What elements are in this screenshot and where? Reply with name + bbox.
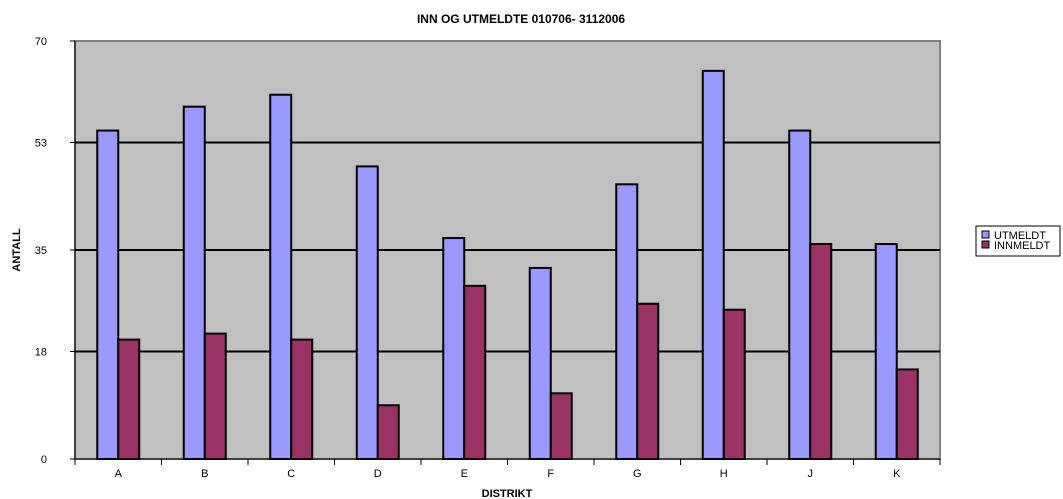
y-tick-label: 53: [35, 138, 47, 150]
bar-utmeldt-c: [269, 93, 293, 460]
bar-utmeldt-b: [182, 105, 206, 461]
bar-utmeldt-k: [874, 243, 898, 460]
bar-utmeldt-e: [442, 237, 466, 460]
y-tick-label: 0: [41, 454, 47, 466]
x-tick-label: A: [115, 468, 123, 480]
bar-innmeldt-g: [636, 302, 660, 460]
y-tick-label: 35: [35, 245, 47, 257]
bar-innmeldt-e: [463, 284, 487, 461]
bar-innmeldt-f: [549, 392, 573, 461]
bar-innmeldt-b: [203, 332, 227, 461]
x-axis-label: DISTRIKT: [482, 488, 533, 499]
legend-label-innmeldt: INNMELDT: [994, 240, 1051, 252]
bar-utmeldt-f: [528, 266, 552, 460]
x-tick-label: K: [893, 468, 901, 480]
x-tick-label: H: [720, 468, 728, 480]
bar-innmeldt-j: [809, 243, 833, 460]
bar-utmeldt-h: [701, 69, 725, 460]
bar-innmeldt-a: [117, 338, 141, 461]
bars-group: [96, 69, 919, 461]
y-tick-label: 18: [35, 347, 47, 359]
y-axis-label: ANTALL: [11, 228, 23, 271]
legend-label-utmeldt: UTMELDT: [994, 230, 1046, 242]
bar-utmeldt-j: [788, 129, 812, 460]
bar-innmeldt-d: [376, 404, 400, 460]
x-tick-label: J: [808, 468, 814, 480]
bar-utmeldt-g: [615, 183, 639, 460]
x-tick-label: D: [374, 468, 382, 480]
x-tick-label: F: [547, 468, 554, 480]
chart-title: INN OG UTMELDTE 010706- 3112006: [417, 12, 625, 26]
bar-innmeldt-h: [722, 308, 746, 461]
y-tick-labels: 0 18 35 53 70: [35, 36, 47, 466]
bar-utmeldt-d: [355, 165, 379, 460]
legend-swatch-utmeldt: [981, 230, 990, 239]
legend-box: [975, 225, 1061, 257]
axes: [70, 40, 941, 465]
x-tick-label: B: [201, 468, 208, 480]
bar-innmeldt-k: [895, 368, 919, 460]
legend-swatch-innmeldt: [981, 240, 990, 249]
x-tick-label: G: [633, 468, 642, 480]
y-tick-label: 70: [35, 36, 47, 48]
x-tick-label: E: [461, 468, 468, 480]
bar-utmeldt-a: [96, 129, 120, 460]
bar-innmeldt-c: [290, 338, 314, 461]
x-tick-label: C: [287, 468, 295, 480]
